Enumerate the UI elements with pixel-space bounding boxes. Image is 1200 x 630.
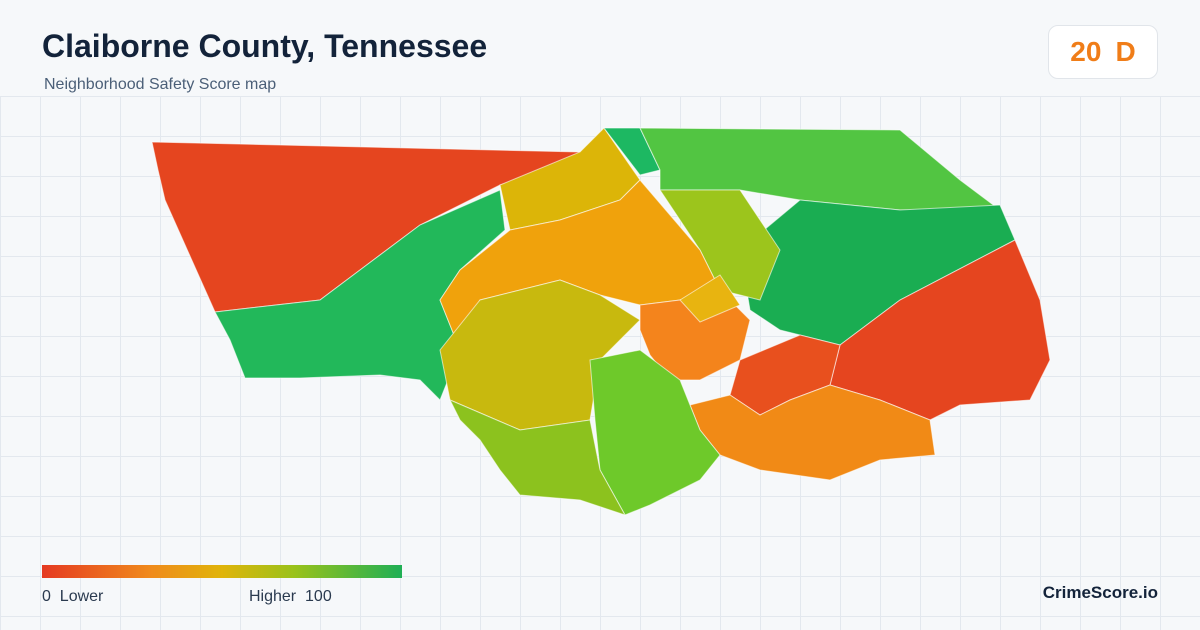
legend-high: Higher 100 — [249, 588, 332, 606]
region — [689, 384, 936, 481]
score-grade: D — [1115, 36, 1136, 67]
legend-max-label: Higher — [249, 588, 297, 605]
score-value: 20 — [1070, 36, 1102, 67]
legend-min-label: Lower — [59, 588, 104, 605]
score-badge: 20 D — [1048, 25, 1158, 79]
brand: CrimeScore.io — [1042, 583, 1158, 602]
region — [439, 179, 721, 352]
legend-gradient — [42, 565, 402, 578]
subtitle: Neighborhood Safety Score map — [44, 76, 277, 93]
region — [448, 399, 627, 516]
legend-low: 0 Lower — [42, 588, 103, 606]
region — [679, 274, 741, 323]
title: Claiborne County, Tennessee — [42, 28, 488, 64]
legend-min: 0 — [42, 588, 51, 605]
legend-max: 100 — [305, 588, 332, 605]
region — [589, 349, 721, 516]
header — [0, 0, 1200, 96]
